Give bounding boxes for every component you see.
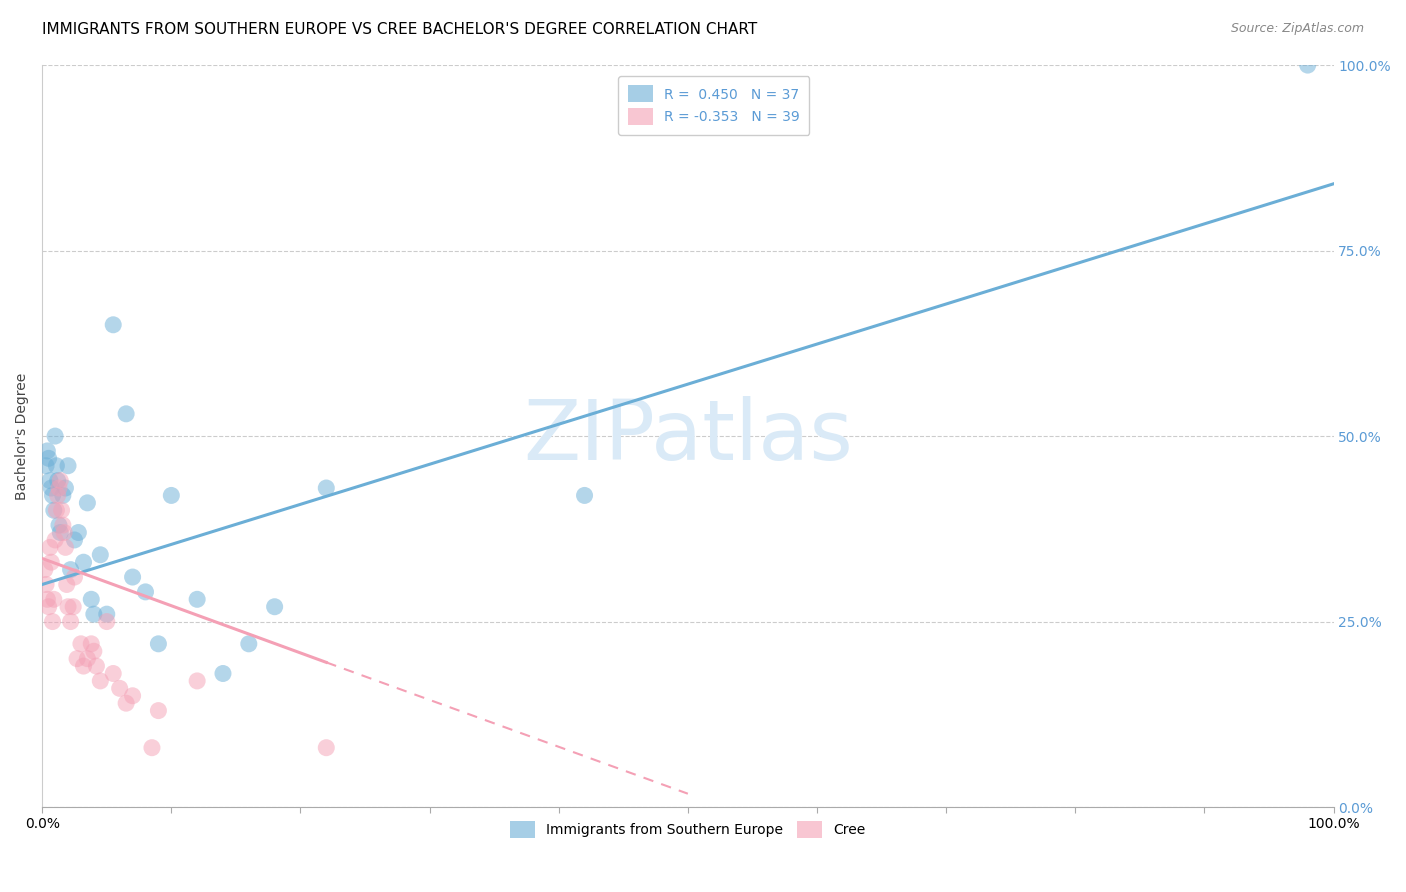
Point [574,488,596,502]
Point [42,592,65,607]
Point [49,474,72,488]
Point [70,637,93,651]
Point [263,599,285,614]
Point [103,666,125,681]
Point [63,570,86,584]
Point [1296,58,1319,72]
Point [37,444,59,458]
Point [96,607,118,622]
Y-axis label: Bachelor's Degree: Bachelor's Degree [15,373,30,500]
Point [35,577,58,591]
Legend: Immigrants from Southern Europe, Cree: Immigrants from Southern Europe, Cree [503,814,873,845]
Point [56,458,79,473]
Point [108,681,131,696]
Point [212,666,235,681]
Point [63,533,86,547]
Point [83,644,105,658]
Point [160,488,183,502]
Point [52,488,75,502]
Text: Source: ZipAtlas.com: Source: ZipAtlas.com [1230,22,1364,36]
Point [148,637,170,651]
Point [55,577,77,591]
Point [52,518,75,533]
Point [35,458,58,473]
Point [83,607,105,622]
Point [48,481,70,495]
Point [55,541,77,555]
Point [72,659,94,673]
Point [46,474,69,488]
Point [38,451,60,466]
Point [44,429,66,443]
Point [238,637,260,651]
Point [39,555,62,569]
Point [121,570,143,584]
Point [44,533,66,547]
Point [86,659,108,673]
Point [66,651,89,665]
Point [39,481,62,495]
Point [115,407,138,421]
Point [89,673,111,688]
Point [37,592,59,607]
Point [80,637,103,651]
Point [315,481,337,495]
Point [186,673,208,688]
Point [59,563,82,577]
Point [55,481,77,495]
Point [89,548,111,562]
Point [42,503,65,517]
Point [186,592,208,607]
Point [76,496,98,510]
Point [80,592,103,607]
Point [141,740,163,755]
Point [72,555,94,569]
Point [59,615,82,629]
Point [45,503,67,517]
Point [53,525,76,540]
Point [115,696,138,710]
Point [51,503,73,517]
Point [41,615,63,629]
Point [45,458,67,473]
Point [121,689,143,703]
Point [39,541,62,555]
Point [103,318,125,332]
Point [39,474,62,488]
Point [48,518,70,533]
Point [96,615,118,629]
Point [76,651,98,665]
Point [134,585,156,599]
Text: IMMIGRANTS FROM SOUTHERN EUROPE VS CREE BACHELOR'S DEGREE CORRELATION CHART: IMMIGRANTS FROM SOUTHERN EUROPE VS CREE … [42,22,758,37]
Point [41,488,63,502]
Point [46,488,69,502]
Point [315,740,337,755]
Point [34,563,56,577]
Point [56,599,79,614]
Point [62,599,84,614]
Text: ZIPatlas: ZIPatlas [523,395,853,476]
Point [148,704,170,718]
Point [49,525,72,540]
Point [67,525,90,540]
Point [38,599,60,614]
